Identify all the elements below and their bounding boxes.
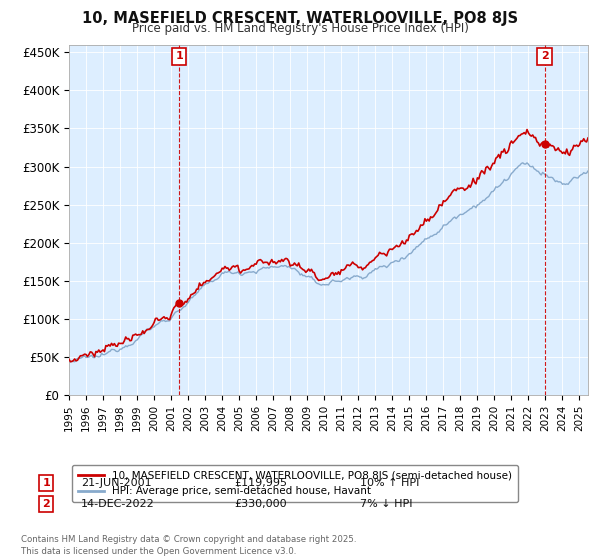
Text: £330,000: £330,000 [234, 499, 287, 509]
Text: £119,995: £119,995 [234, 478, 287, 488]
Text: 14-DEC-2022: 14-DEC-2022 [81, 499, 155, 509]
Text: Contains HM Land Registry data © Crown copyright and database right 2025.
This d: Contains HM Land Registry data © Crown c… [21, 535, 356, 556]
Text: Price paid vs. HM Land Registry's House Price Index (HPI): Price paid vs. HM Land Registry's House … [131, 22, 469, 35]
Text: 1: 1 [175, 51, 183, 61]
Text: 7% ↓ HPI: 7% ↓ HPI [360, 499, 413, 509]
Text: 21-JUN-2001: 21-JUN-2001 [81, 478, 152, 488]
Text: 10% ↑ HPI: 10% ↑ HPI [360, 478, 419, 488]
Text: 2: 2 [43, 499, 50, 509]
Legend: 10, MASEFIELD CRESCENT, WATERLOOVILLE, PO8 8JS (semi-detached house), HPI: Avera: 10, MASEFIELD CRESCENT, WATERLOOVILLE, P… [71, 465, 518, 502]
Text: 2: 2 [541, 51, 548, 61]
Text: 1: 1 [43, 478, 50, 488]
Text: 10, MASEFIELD CRESCENT, WATERLOOVILLE, PO8 8JS: 10, MASEFIELD CRESCENT, WATERLOOVILLE, P… [82, 11, 518, 26]
